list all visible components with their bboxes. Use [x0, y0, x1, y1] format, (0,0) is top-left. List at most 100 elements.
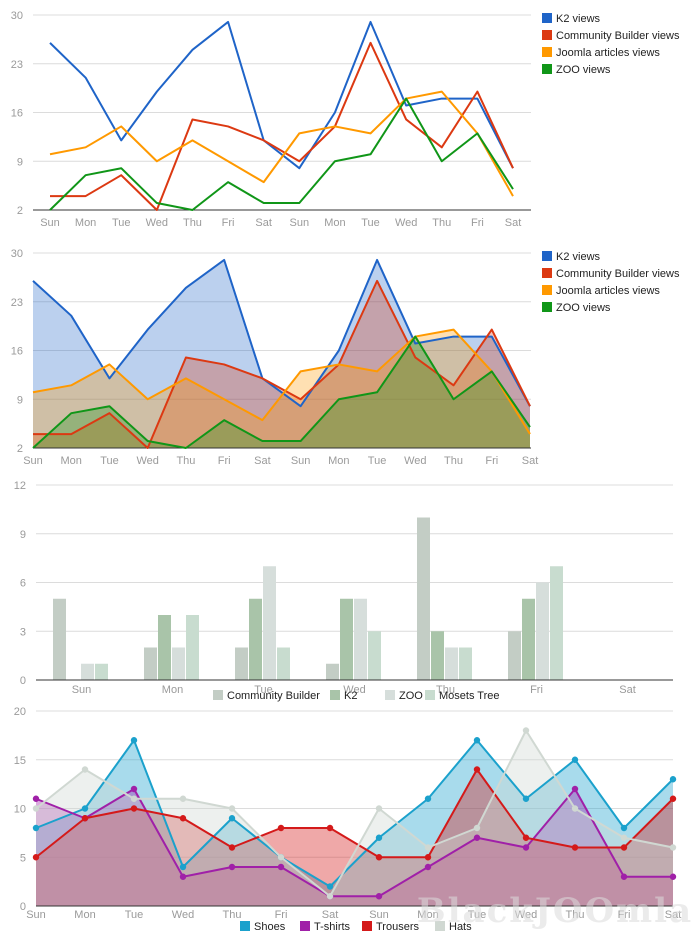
- x-tick-label: Thu: [436, 684, 455, 696]
- bar-community-builder: [417, 517, 430, 680]
- series-line-shoes: [35, 739, 674, 888]
- x-tick-label: Mon: [162, 684, 183, 696]
- y-tick-label: 6: [20, 578, 26, 590]
- legend-swatch: [425, 690, 435, 700]
- x-tick-label: Sat: [522, 455, 539, 467]
- data-point: [620, 834, 628, 841]
- legend-swatch: [330, 690, 340, 700]
- x-tick-label: Sun: [369, 909, 389, 921]
- x-tick-label: Wed: [343, 684, 365, 696]
- bar-zoo: [536, 582, 549, 680]
- y-tick-label: 20: [14, 706, 26, 718]
- data-point: [571, 785, 579, 793]
- x-tick-label: Fri: [222, 217, 235, 229]
- legend-swatch: [385, 690, 395, 700]
- data-point: [571, 805, 579, 812]
- legend-label: ZOO views: [556, 64, 611, 76]
- x-tick-label: Thu: [176, 455, 195, 467]
- bar-community-builder: [508, 631, 521, 680]
- y-tick-label: 16: [11, 346, 23, 358]
- data-point: [326, 893, 334, 900]
- data-point: [669, 776, 677, 783]
- x-tick-label: Mon: [324, 217, 345, 229]
- x-tick-label: Sun: [291, 455, 311, 467]
- series-area-k2-views: [33, 259, 530, 448]
- data-point: [424, 844, 432, 851]
- legend-label: Community Builder: [227, 690, 320, 702]
- series-area-t-shirts: [36, 789, 673, 906]
- x-tick-label: Mon: [328, 455, 349, 467]
- x-tick-label: Mon: [61, 455, 82, 467]
- x-tick-label: Tue: [125, 909, 144, 921]
- y-tick-label: 2: [17, 205, 23, 217]
- legend-label: Joomla articles views: [556, 285, 660, 297]
- data-point: [277, 824, 285, 832]
- y-tick-label: 3: [20, 626, 26, 638]
- legend-swatch: [240, 921, 250, 931]
- x-tick-label: Wed: [146, 217, 168, 229]
- bar-community-builder: [326, 663, 339, 680]
- x-tick-label: Wed: [404, 455, 426, 467]
- legend-label: T-shirts: [314, 921, 351, 933]
- series-line-hats: [35, 729, 674, 898]
- x-tick-label: Sat: [322, 909, 339, 921]
- chart-bar-components: 0 3 6 9 12 Sun Mon Tue Wed Thu Fri Sat Community Bui…: [14, 480, 673, 702]
- x-tick-label: Mon: [75, 217, 96, 229]
- x-tick-label: Tue: [100, 455, 119, 467]
- bar-community-builder: [144, 647, 157, 680]
- data-point: [522, 834, 530, 841]
- data-point: [473, 824, 481, 832]
- y-tick-label: 5: [20, 852, 26, 864]
- data-point: [32, 854, 40, 861]
- bar-zoo: [354, 598, 367, 680]
- data-point: [326, 824, 334, 832]
- legend-label: Hats: [449, 921, 472, 933]
- y-tick-label: 2: [17, 443, 23, 455]
- x-tick-label: Sat: [665, 909, 682, 921]
- y-tick-label: 30: [11, 248, 23, 260]
- data-point: [130, 737, 138, 744]
- data-point: [179, 873, 187, 880]
- y-tick-label: 12: [14, 480, 26, 492]
- data-point: [130, 795, 138, 802]
- y-tick-label: 23: [11, 59, 23, 71]
- legend-swatch: [542, 251, 552, 261]
- data-point: [32, 805, 40, 812]
- y-tick-label: 16: [11, 108, 23, 120]
- data-point: [375, 805, 383, 812]
- legend-swatch: [542, 64, 552, 74]
- legend-swatch: [542, 285, 552, 295]
- data-point: [375, 893, 383, 900]
- bar-community-builder: [53, 598, 66, 680]
- legend-label: ZOO views: [556, 302, 611, 314]
- data-point: [326, 883, 334, 890]
- series-line-joomla-articles-views: [49, 90, 514, 197]
- y-tick-label: 10: [14, 804, 26, 816]
- data-point: [32, 795, 40, 802]
- legend-swatch: [213, 690, 223, 700]
- chart-views-area: 2 9 16 23 30 Sun Mon Tue Wed Thu Fri Sat Sun Mon Tue We…: [11, 248, 680, 467]
- x-tick-label: Tue: [361, 217, 380, 229]
- bar-k2: [249, 598, 262, 680]
- bar-zoo: [263, 566, 276, 680]
- data-point: [179, 863, 187, 871]
- x-tick-label: Tue: [368, 455, 387, 467]
- bar-mosets-tree: [95, 663, 108, 680]
- watermark-text: BlackJOOmla: [417, 891, 693, 931]
- x-tick-label: Thu: [183, 217, 202, 229]
- bar-k2: [158, 615, 171, 680]
- data-point: [228, 805, 236, 812]
- x-tick-label: Mon: [417, 909, 438, 921]
- x-tick-label: Sun: [23, 455, 43, 467]
- data-point: [81, 805, 89, 812]
- series-line-zoo-views: [32, 335, 531, 449]
- legend-swatch: [542, 47, 552, 57]
- data-point: [277, 863, 285, 871]
- y-tick-label: 23: [11, 297, 23, 309]
- series-area-trousers: [36, 769, 673, 906]
- x-tick-label: Sat: [254, 455, 271, 467]
- data-point: [375, 834, 383, 841]
- data-point: [375, 854, 383, 861]
- series-line-community-builder-views: [50, 41, 514, 211]
- bar-k2: [340, 598, 353, 680]
